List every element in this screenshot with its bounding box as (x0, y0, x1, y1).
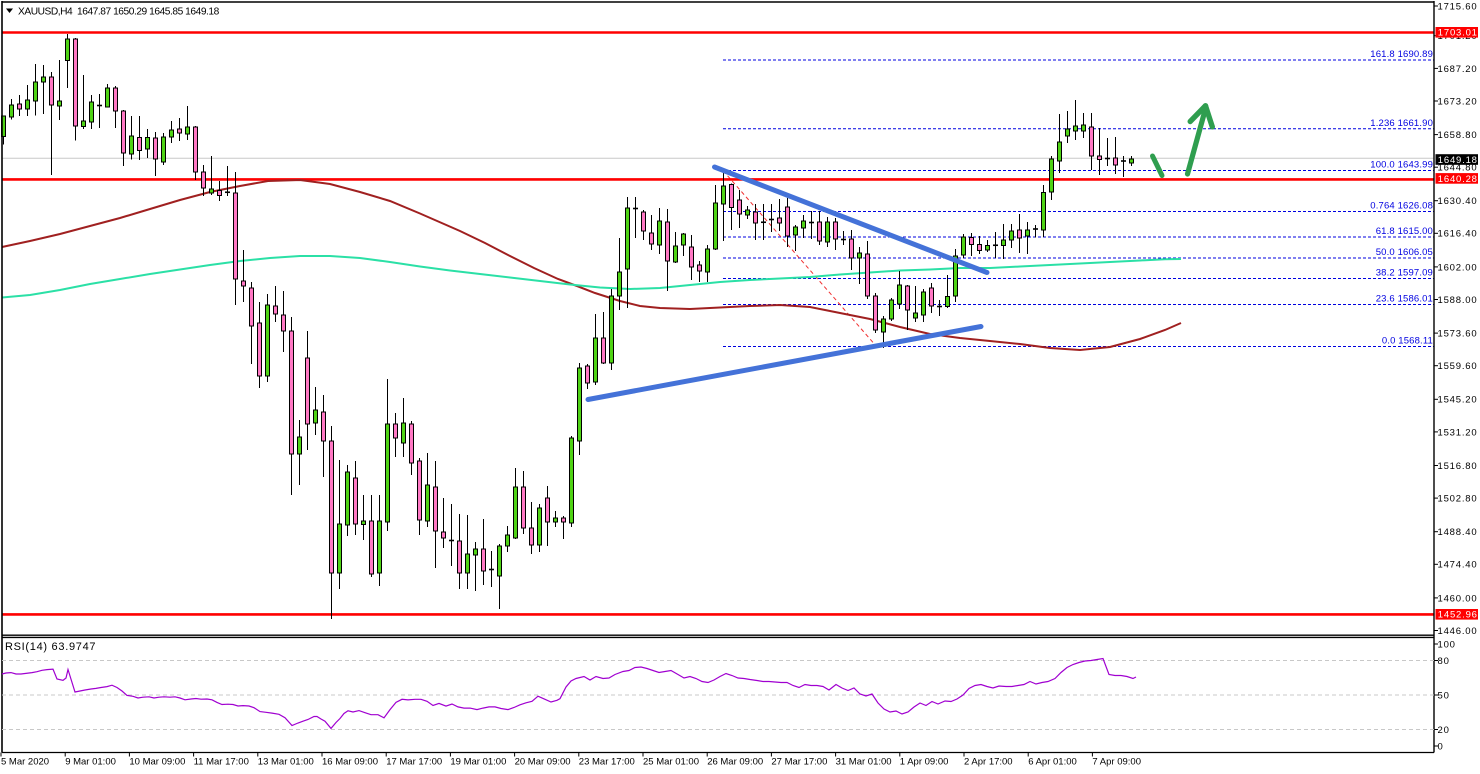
svg-text:1452.96: 1452.96 (1438, 610, 1478, 621)
svg-text:13 Mar 01:00: 13 Mar 01:00 (258, 757, 314, 768)
svg-text:20: 20 (1438, 725, 1450, 736)
svg-text:1715.60: 1715.60 (1438, 1, 1478, 12)
svg-text:2 Apr 17:00: 2 Apr 17:00 (964, 757, 1013, 768)
svg-text:100.0 1643.99: 100.0 1643.99 (1370, 160, 1433, 171)
svg-text:23 Mar 17:00: 23 Mar 17:00 (579, 757, 635, 768)
svg-text:1.236 1661.90: 1.236 1661.90 (1370, 118, 1433, 129)
svg-text:1 Apr 09:00: 1 Apr 09:00 (900, 757, 949, 768)
svg-text:0.0 1568.11: 0.0 1568.11 (1382, 336, 1433, 347)
svg-text:1658.80: 1658.80 (1438, 130, 1478, 141)
svg-text:1644.80: 1644.80 (1438, 163, 1478, 174)
svg-text:1474.40: 1474.40 (1438, 560, 1478, 571)
svg-text:7 Apr 09:00: 7 Apr 09:00 (1092, 757, 1141, 768)
svg-text:1446.00: 1446.00 (1438, 626, 1478, 637)
svg-text:1616.40: 1616.40 (1438, 229, 1478, 240)
svg-text:0: 0 (1438, 741, 1444, 752)
svg-text:1630.40: 1630.40 (1438, 196, 1478, 207)
svg-text:1588.00: 1588.00 (1438, 295, 1478, 306)
svg-text:1516.80: 1516.80 (1438, 461, 1478, 472)
svg-text:38.2 1597.09: 38.2 1597.09 (1376, 268, 1433, 279)
svg-text:100: 100 (1438, 639, 1456, 650)
svg-text:161.8 1690.89: 161.8 1690.89 (1370, 49, 1433, 60)
svg-text:1602.00: 1602.00 (1438, 262, 1478, 273)
svg-text:25 Mar 01:00: 25 Mar 01:00 (643, 757, 699, 768)
svg-text:1687.20: 1687.20 (1438, 64, 1478, 75)
svg-text:1649.18: 1649.18 (1438, 155, 1478, 166)
svg-text:19 Mar 01:00: 19 Mar 01:00 (450, 757, 506, 768)
svg-text:1640.28: 1640.28 (1438, 174, 1478, 185)
svg-text:1488.40: 1488.40 (1438, 527, 1478, 538)
svg-text:1545.20: 1545.20 (1438, 395, 1478, 406)
svg-text:11 Mar 17:00: 11 Mar 17:00 (194, 757, 249, 768)
svg-text:0.764 1626.08: 0.764 1626.08 (1370, 201, 1433, 212)
svg-text:1559.60: 1559.60 (1438, 361, 1478, 372)
svg-text:20 Mar 09:00: 20 Mar 09:00 (515, 757, 571, 768)
svg-text:1502.80: 1502.80 (1438, 494, 1478, 505)
svg-text:10 Mar 09:00: 10 Mar 09:00 (129, 757, 185, 768)
svg-text:RSI(14) 63.9747: RSI(14) 63.9747 (5, 641, 96, 653)
svg-text:17 Mar 17:00: 17 Mar 17:00 (386, 757, 442, 768)
svg-text:6 Apr 01:00: 6 Apr 01:00 (1028, 757, 1077, 768)
svg-text:1703.01: 1703.01 (1438, 28, 1478, 39)
svg-text:26 Mar 09:00: 26 Mar 09:00 (707, 757, 763, 768)
svg-text:31 Mar 01:00: 31 Mar 01:00 (836, 757, 892, 768)
svg-text:1573.60: 1573.60 (1438, 329, 1478, 340)
svg-text:9 Mar 01:00: 9 Mar 01:00 (65, 757, 116, 768)
svg-text:1531.20: 1531.20 (1438, 427, 1478, 438)
svg-text:1460.00: 1460.00 (1438, 593, 1478, 604)
svg-text:27 Mar 17:00: 27 Mar 17:00 (771, 757, 827, 768)
svg-text:61.8 1615.00: 61.8 1615.00 (1376, 226, 1433, 237)
svg-text:16 Mar 09:00: 16 Mar 09:00 (322, 757, 378, 768)
svg-text:5 Mar 2020: 5 Mar 2020 (1, 757, 49, 768)
svg-text:80: 80 (1438, 656, 1450, 667)
svg-text:23.6 1586.01: 23.6 1586.01 (1376, 294, 1433, 305)
svg-text:50.0 1606.05: 50.0 1606.05 (1376, 247, 1433, 258)
svg-text:50: 50 (1438, 690, 1450, 701)
svg-text:XAUUSD,H4 1647.87 1650.29 164: XAUUSD,H4 1647.87 1650.29 1645.85 1649.1… (18, 6, 220, 17)
svg-text:1673.20: 1673.20 (1438, 96, 1478, 107)
